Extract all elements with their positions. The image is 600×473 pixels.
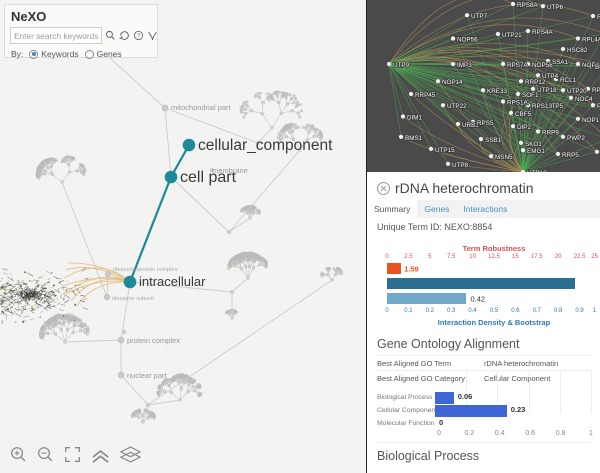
svg-text:HSC82: HSC82 <box>567 47 588 54</box>
svg-text:UTP18: UTP18 <box>537 87 557 94</box>
svg-text:NOC4: NOC4 <box>575 96 593 103</box>
svg-text:RPS1A: RPS1A <box>507 100 528 107</box>
svg-text:RPL4A: RPL4A <box>582 37 600 44</box>
svg-text:RPS5: RPS5 <box>477 120 494 127</box>
svg-text:SSA1: SSA1 <box>552 59 569 66</box>
svg-text:membrane: membrane <box>212 166 248 175</box>
svg-text:ribonucleoprotein complex: ribonucleoprotein complex <box>113 267 177 273</box>
svg-text:BMS1: BMS1 <box>405 135 423 142</box>
svg-text:BUD21: BUD21 <box>595 64 600 71</box>
svg-text:NOP1: NOP1 <box>582 117 600 124</box>
svg-text:nuclear part: nuclear part <box>127 371 168 380</box>
svg-text:UTP21: UTP21 <box>502 32 522 39</box>
svg-text:NOP14: NOP14 <box>442 79 463 86</box>
svg-text:RPS9B: RPS9B <box>592 87 600 94</box>
svg-text:DIP2: DIP2 <box>517 124 531 131</box>
svg-text:UTP6: UTP6 <box>547 4 564 11</box>
svg-text:EMG1: EMG1 <box>527 148 545 155</box>
svg-text:NOP58: NOP58 <box>532 62 553 69</box>
svg-text:UTP10: UTP10 <box>527 170 547 172</box>
svg-text:RRP9: RRP9 <box>542 130 559 137</box>
svg-text:CBF5: CBF5 <box>515 111 532 118</box>
svg-text:RCL1: RCL1 <box>560 77 577 84</box>
svg-text:RRP5: RRP5 <box>562 152 579 159</box>
svg-text:MSN5: MSN5 <box>495 154 513 161</box>
svg-text:RRP45: RRP45 <box>415 92 436 99</box>
svg-text:UTP22: UTP22 <box>447 103 467 110</box>
svg-text:RRP12: RRP12 <box>525 79 546 86</box>
svg-text:UTP7: UTP7 <box>471 13 488 20</box>
svg-text:SSB1: SSB1 <box>485 137 502 144</box>
svg-text:SKO1: SKO1 <box>525 141 542 148</box>
svg-text:intracellular: intracellular <box>139 274 206 289</box>
svg-text:mitochondrial part: mitochondrial part <box>171 103 232 112</box>
svg-text:RPS8A: RPS8A <box>517 2 538 9</box>
svg-text:PWP2: PWP2 <box>567 135 585 142</box>
svg-text:RPS7A: RPS7A <box>507 62 528 69</box>
svg-text:DIM1: DIM1 <box>407 115 423 122</box>
svg-text:UTP20: UTP20 <box>567 88 587 95</box>
svg-text:UTP4: UTP4 <box>542 73 559 80</box>
svg-text:cellular_component: cellular_component <box>198 137 333 154</box>
svg-text:NOP56: NOP56 <box>457 37 478 44</box>
svg-text:UTP15: UTP15 <box>435 147 455 154</box>
svg-text:IMP3: IMP3 <box>457 62 472 69</box>
svg-text:RPS4A: RPS4A <box>532 29 553 36</box>
svg-text:UTP9: UTP9 <box>393 62 410 69</box>
svg-text:KRE33: KRE33 <box>487 88 507 95</box>
svg-text:protein complex: protein complex <box>127 336 180 345</box>
svg-text:UTP8: UTP8 <box>452 162 469 169</box>
svg-text:RPS13: RPS13 <box>532 103 552 110</box>
